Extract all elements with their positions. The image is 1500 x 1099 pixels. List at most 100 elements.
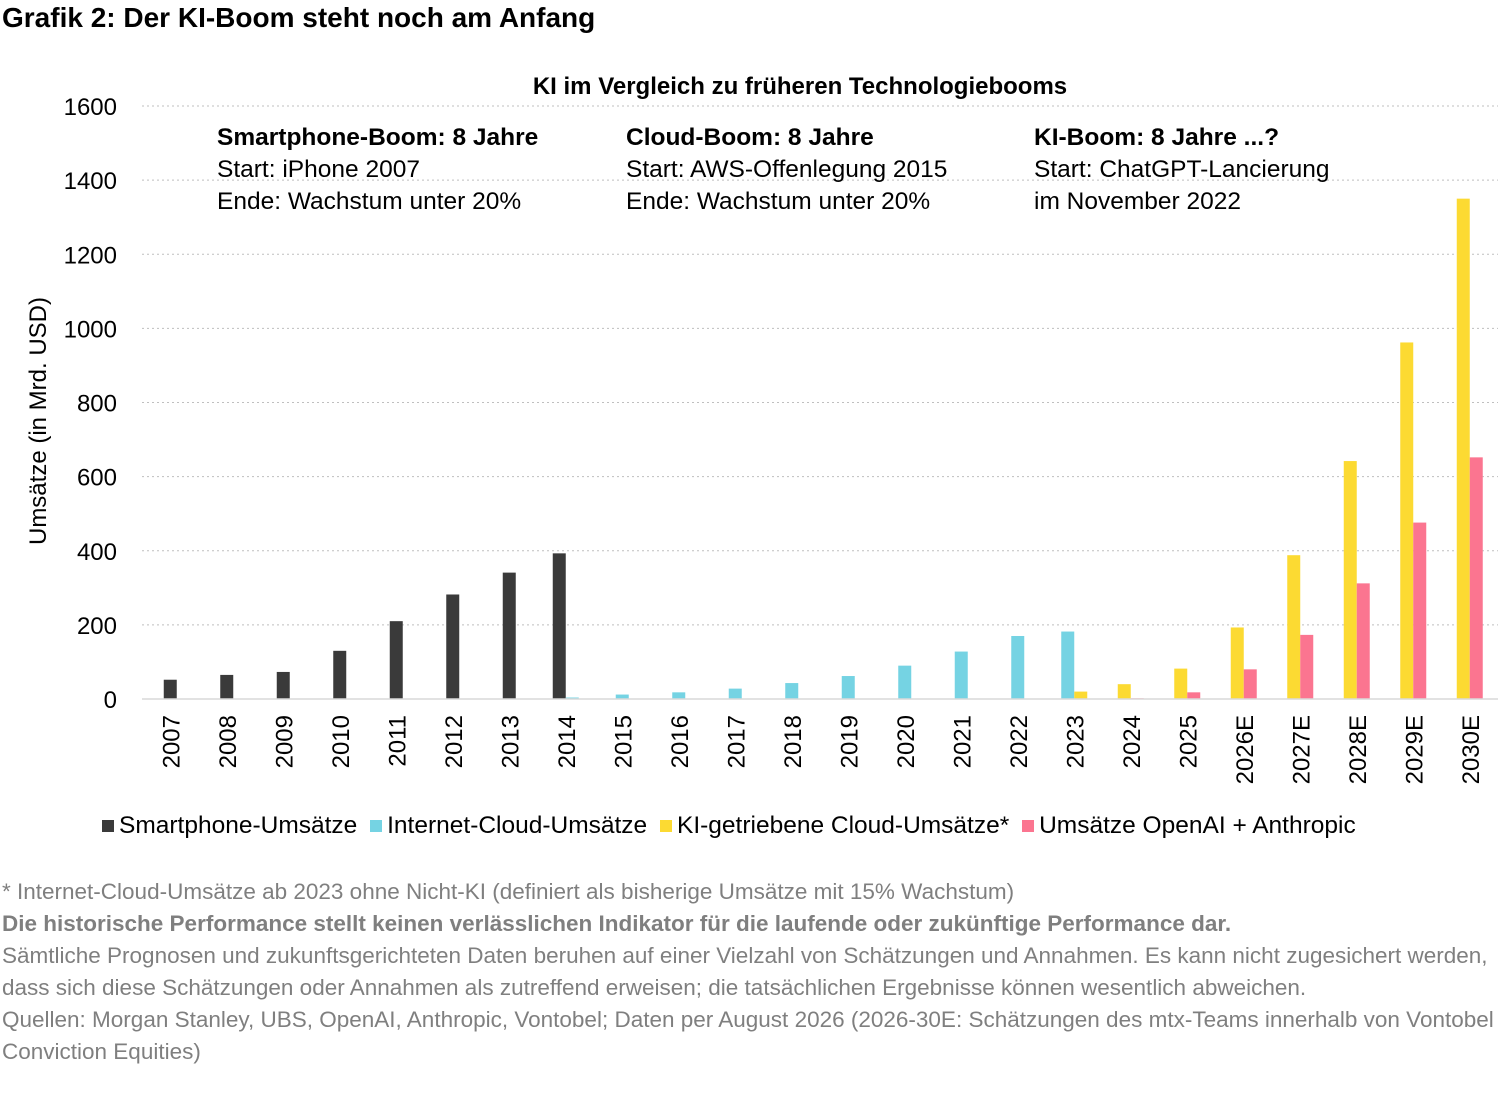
bar-2014-series-1 bbox=[552, 553, 566, 699]
y-tick-label: 600 bbox=[77, 465, 117, 492]
annotation-heading: KI-Boom: 8 Jahre ...? bbox=[1034, 124, 1279, 151]
bar-2026E-series-4 bbox=[1243, 669, 1257, 699]
bar-2008-series-1 bbox=[220, 674, 234, 699]
footnote: * Internet-Cloud-Umsätze ab 2023 ohne Ni… bbox=[2, 879, 1015, 904]
bar-2029E-series-4 bbox=[1413, 522, 1427, 699]
annotation-ki: KI-Boom: 8 Jahre ...? Start: ChatGPT-Lan… bbox=[1034, 124, 1330, 215]
legend-swatch bbox=[1022, 820, 1035, 832]
x-tick-label: 2030E bbox=[1458, 715, 1485, 784]
x-tick-label: 2029E bbox=[1401, 715, 1428, 784]
bar-2012-series-1 bbox=[446, 594, 460, 699]
legend-item-ki-cloud: KI-getriebene Cloud-Umsätze* bbox=[660, 812, 1009, 840]
y-tick-label: 1600 bbox=[64, 94, 117, 121]
y-tick-label: 800 bbox=[77, 391, 117, 418]
y-tick-label: 0 bbox=[104, 687, 117, 714]
x-tick-label: 2015 bbox=[610, 715, 637, 768]
bar-2015-series-2 bbox=[615, 694, 629, 699]
annotation-line: Ende: Wachstum unter 20% bbox=[217, 188, 521, 215]
annotation-line: im November 2022 bbox=[1034, 188, 1241, 215]
x-tick-labels: 2007 2008 2009 2010 2011 2012 2013 2014 2015 2016… bbox=[158, 715, 1485, 784]
bar-2016-series-2 bbox=[672, 692, 686, 699]
bar-2011-series-1 bbox=[389, 621, 403, 699]
x-tick-label: 2018 bbox=[780, 715, 807, 768]
y-axis-label: Umsätze (in Mrd. USD) bbox=[25, 297, 52, 545]
x-tick-label: 2020 bbox=[893, 715, 920, 768]
x-tick-label: 2019 bbox=[836, 715, 863, 768]
x-tick-label: 2010 bbox=[328, 715, 355, 768]
bar-2026E-series-3 bbox=[1230, 627, 1244, 699]
x-tick-label: 2026E bbox=[1232, 715, 1259, 784]
x-tick-label: 2021 bbox=[949, 715, 976, 768]
bar-2023-series-3 bbox=[1074, 691, 1088, 699]
bar-2029E-series-3 bbox=[1400, 342, 1414, 699]
x-tick-label: 2017 bbox=[723, 715, 750, 768]
bar-2020-series-2 bbox=[898, 665, 912, 699]
legend-swatch bbox=[102, 820, 114, 832]
legend-swatch bbox=[370, 820, 383, 832]
x-tick-label: 2025 bbox=[1175, 715, 1202, 768]
annotation-line: Start: AWS-Offenlegung 2015 bbox=[626, 156, 947, 183]
bar-2030E-series-4 bbox=[1469, 457, 1483, 699]
legend-label: KI-getriebene Cloud-Umsätze* bbox=[677, 812, 1010, 839]
x-tick-label: 2012 bbox=[441, 715, 468, 768]
y-tick-label: 1400 bbox=[64, 168, 117, 195]
bar-2025-series-4 bbox=[1187, 692, 1201, 699]
bar-2027E-series-4 bbox=[1300, 634, 1314, 699]
disclaimer: Die historische Performance stellt keine… bbox=[2, 911, 1232, 936]
footnotes: * Internet-Cloud-Umsätze ab 2023 ohne Ni… bbox=[2, 876, 1498, 1068]
legend: Smartphone-Umsätze Internet-Cloud-Umsätz… bbox=[102, 812, 1362, 840]
y-tick-label: 400 bbox=[77, 539, 117, 566]
annotation-line: Ende: Wachstum unter 20% bbox=[626, 188, 930, 215]
annotation-heading: Cloud-Boom: 8 Jahre bbox=[626, 124, 874, 151]
bar-2021-series-2 bbox=[954, 651, 968, 699]
gridlines bbox=[142, 105, 1498, 626]
y-tick-label: 1000 bbox=[64, 316, 117, 343]
x-tick-label: 2028E bbox=[1345, 715, 1372, 784]
x-tick-label: 2014 bbox=[554, 715, 581, 768]
legend-swatch bbox=[660, 820, 672, 832]
annotation-cloud: Cloud-Boom: 8 Jahre Start: AWS-Offenlegu… bbox=[626, 124, 947, 215]
legend-label: Umsätze OpenAI + Anthropic bbox=[1039, 812, 1356, 839]
bar-2025-series-3 bbox=[1174, 668, 1188, 699]
x-tick-label: 2024 bbox=[1119, 715, 1146, 768]
bar-2017-series-2 bbox=[728, 688, 742, 699]
annotation-heading: Smartphone-Boom: 8 Jahre bbox=[217, 124, 538, 151]
x-tick-label: 2013 bbox=[497, 715, 524, 768]
bars bbox=[163, 198, 1483, 699]
x-tick-label: 2023 bbox=[1062, 715, 1089, 768]
bar-2009-series-1 bbox=[276, 671, 290, 699]
legend-item-openai-anthropic: Umsätze OpenAI + Anthropic bbox=[1022, 812, 1356, 840]
legend-item-smartphone: Smartphone-Umsätze bbox=[102, 812, 357, 840]
x-tick-label: 2027E bbox=[1288, 715, 1315, 784]
bar-2018-series-2 bbox=[785, 683, 799, 699]
sources: Quellen: Morgan Stanley, UBS, OpenAI, An… bbox=[2, 1007, 1494, 1064]
x-tick-label: 2016 bbox=[667, 715, 694, 768]
bar-2010-series-1 bbox=[333, 650, 347, 699]
bar-2024-series-3 bbox=[1117, 684, 1131, 699]
x-tick-label: 2007 bbox=[158, 715, 185, 768]
legend-item-internet-cloud: Internet-Cloud-Umsätze bbox=[370, 812, 647, 840]
x-tick-label: 2022 bbox=[1006, 715, 1033, 768]
x-tick-label: 2009 bbox=[271, 715, 298, 768]
bar-2022-series-2 bbox=[1011, 635, 1025, 699]
bar-2027E-series-3 bbox=[1287, 555, 1301, 699]
legend-label: Smartphone-Umsätze bbox=[119, 812, 358, 839]
y-tick-label: 200 bbox=[77, 613, 117, 640]
annotation-line: Start: iPhone 2007 bbox=[217, 156, 420, 183]
chart-title: KI im Vergleich zu früheren Technologieb… bbox=[533, 73, 1067, 100]
x-tick-label: 2011 bbox=[384, 715, 411, 767]
page-title: Grafik 2: Der KI-Boom steht noch am Anfa… bbox=[2, 2, 596, 33]
annotation-line: Start: ChatGPT-Lancierung bbox=[1034, 156, 1330, 183]
bar-2023-series-2 bbox=[1061, 631, 1075, 699]
bar-2028E-series-4 bbox=[1356, 583, 1370, 699]
annotation-smartphone: Smartphone-Boom: 8 Jahre Start: iPhone 2… bbox=[217, 124, 538, 215]
y-tick-label: 1200 bbox=[64, 242, 117, 269]
bar-2013-series-1 bbox=[502, 572, 516, 699]
bar-2028E-series-3 bbox=[1343, 461, 1357, 699]
bar-2019-series-2 bbox=[841, 676, 855, 699]
bar-2007-series-1 bbox=[163, 679, 177, 699]
y-tick-labels: 0 200 400 600 800 1000 1200 1400 1600 bbox=[64, 94, 117, 714]
forecast-note: Sämtliche Prognosen und zukunftsgerichte… bbox=[2, 943, 1488, 1000]
legend-label: Internet-Cloud-Umsätze bbox=[387, 812, 648, 839]
